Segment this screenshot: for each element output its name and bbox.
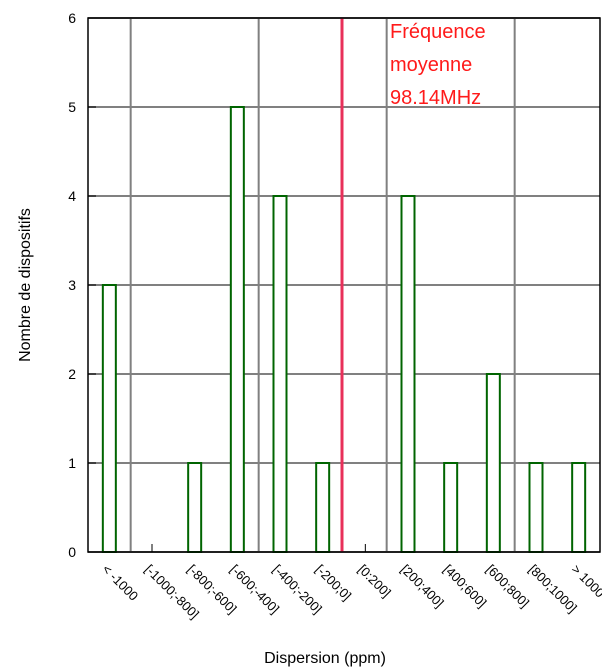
bar — [101, 284, 117, 553]
bar — [443, 462, 459, 553]
annotation: Fréquence — [390, 21, 486, 43]
y-tick-label: 2 — [68, 366, 76, 382]
x-tick-label: [0:200] — [355, 562, 394, 601]
bar — [485, 373, 501, 553]
bar — [571, 462, 587, 553]
y-tick-label: 3 — [68, 277, 76, 293]
y-tick-label: 4 — [68, 188, 76, 204]
y-axis-title: Nombre de dispositifs — [17, 208, 34, 362]
bar — [315, 462, 331, 553]
x-tick-label: > 1000 — [569, 562, 602, 601]
x-tick-label: < -1000 — [99, 562, 141, 604]
y-tick-label: 6 — [68, 10, 76, 26]
bar — [229, 106, 245, 553]
bar — [528, 462, 544, 553]
x-tick-label: [600;800] — [483, 562, 532, 611]
bar — [400, 195, 416, 553]
x-tick-label: [400;600] — [441, 562, 490, 611]
bar — [187, 462, 203, 553]
y-tick-label: 0 — [68, 544, 76, 560]
plot-frame — [87, 17, 601, 553]
x-tick-label: [200;400] — [398, 562, 447, 611]
y-tick-label: 5 — [68, 99, 76, 115]
x-axis-title: Dispersion (ppm) — [264, 650, 386, 667]
annotation: moyenne — [390, 54, 472, 76]
bar — [272, 195, 288, 553]
y-tick-label: 1 — [68, 455, 76, 471]
x-tick-label: [-200;0] — [313, 562, 355, 604]
annotation: 98.14MHz — [390, 87, 481, 109]
